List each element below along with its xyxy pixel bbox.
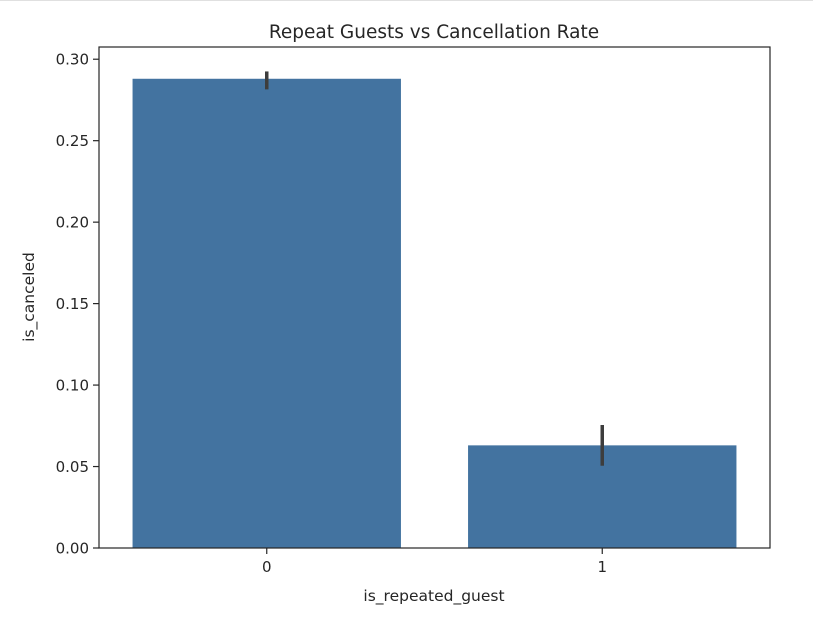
y-axis: 0.00 0.05 0.10 0.15 0.20 0.25 0.30 [56,51,99,558]
x-tick-label-0: 0 [262,558,272,576]
bars-group [132,78,737,549]
x-tick-label-1: 1 [597,558,607,576]
bar-0 [132,78,401,549]
error-bars-group [265,71,604,466]
y-tick-label-0.05: 0.05 [56,458,89,476]
y-tick-label-0.25: 0.25 [56,132,89,150]
y-tick-label-0.15: 0.15 [56,295,89,313]
chart-title: Repeat Guests vs Cancellation Rate [269,22,599,43]
y-tick-label-0.30: 0.30 [56,51,89,69]
plot-frame [98,46,771,549]
top-divider [0,0,813,1]
y-tick-label-0.00: 0.00 [56,540,89,558]
y-axis-label: is_canceled [20,252,39,342]
y-tick-label-0.10: 0.10 [56,377,89,395]
y-tick-label-0.20: 0.20 [56,214,89,232]
x-axis-label: is_repeated_guest [363,587,504,606]
